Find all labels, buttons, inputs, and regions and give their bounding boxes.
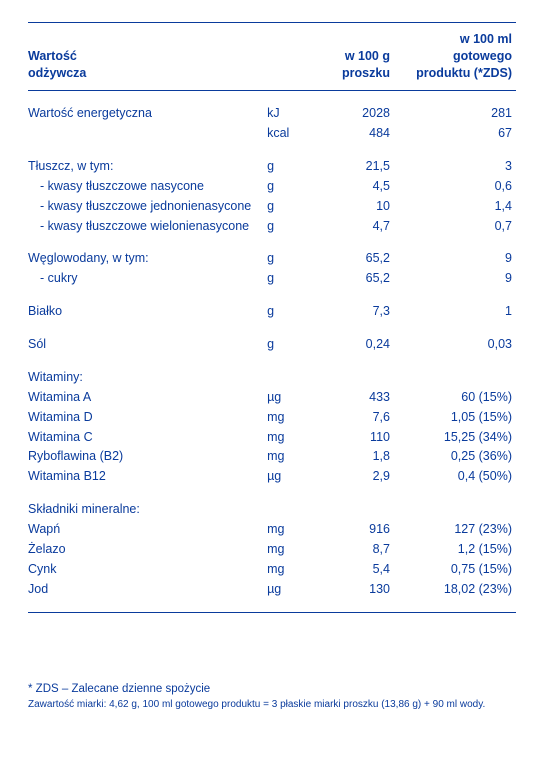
energy-unit-kj: kJ bbox=[267, 104, 316, 124]
energy-kcal-100ml: 67 bbox=[394, 124, 516, 144]
row-iodine: Jod µg 130 18,02 (23%) bbox=[28, 579, 516, 599]
row-min-header: Składniki mineralne: bbox=[28, 500, 516, 520]
header-per-100g: w 100 gproszku bbox=[316, 23, 394, 91]
footnotes: * ZDS – Zalecane dzienne spożycie Zawart… bbox=[28, 683, 516, 710]
energy-kcal-100g: 484 bbox=[316, 124, 394, 144]
row-salt: Sól g 0,24 0,03 bbox=[28, 335, 516, 355]
row-zinc: Cynk mg 5,4 0,75 (15%) bbox=[28, 559, 516, 579]
row-fat-sat: - kwasy tłuszczowe nasycone g 4,5 0,6 bbox=[28, 176, 516, 196]
nutrition-table: Wartośćodżywcza w 100 gproszku w 100 mlg… bbox=[28, 22, 516, 613]
row-carbs: Węglowodany, w tym: g 65,2 9 bbox=[28, 249, 516, 269]
nutrition-table-container: Wartośćodżywcza w 100 gproszku w 100 mlg… bbox=[0, 0, 544, 728]
header-per-100ml: w 100 mlgotowegoproduktu (*ZDS) bbox=[394, 23, 516, 91]
row-iron: Żelazo mg 8,7 1,2 (15%) bbox=[28, 539, 516, 559]
row-energy-kcal: kcal 484 67 bbox=[28, 124, 516, 144]
header-nutrient: Wartośćodżywcza bbox=[28, 23, 316, 91]
row-fat-poly: - kwasy tłuszczowe wielonienasycone g 4,… bbox=[28, 216, 516, 236]
row-fat-mono: - kwasy tłuszczowe jednonienasycone g 10… bbox=[28, 196, 516, 216]
row-vit-c: Witamina C mg 110 15,25 (34%) bbox=[28, 427, 516, 447]
energy-unit-kcal: kcal bbox=[267, 124, 316, 144]
row-vit-b12: Witamina B12 µg 2,9 0,4 (50%) bbox=[28, 467, 516, 487]
energy-kj-100g: 2028 bbox=[316, 104, 394, 124]
header-row: Wartośćodżywcza w 100 gproszku w 100 mlg… bbox=[28, 23, 516, 91]
row-protein: Białko g 7,3 1 bbox=[28, 302, 516, 322]
row-calcium: Wapń mg 916 127 (23%) bbox=[28, 520, 516, 540]
row-sugar: - cukry g 65,2 9 bbox=[28, 269, 516, 289]
row-vit-b2: Ryboflawina (B2) mg 1,8 0,25 (36%) bbox=[28, 447, 516, 467]
row-energy-kj: Wartość energetyczna kJ 2028 281 bbox=[28, 104, 516, 124]
energy-kj-100ml: 281 bbox=[394, 104, 516, 124]
footnote-measure: Zawartość miarki: 4,62 g, 100 ml gotoweg… bbox=[28, 699, 516, 710]
footnote-zds: * ZDS – Zalecane dzienne spożycie bbox=[28, 683, 516, 695]
row-vit-a: Witamina A µg 433 60 (15%) bbox=[28, 387, 516, 407]
row-vit-header: Witaminy: bbox=[28, 367, 516, 387]
row-fat: Tłuszcz, w tym: g 21,5 3 bbox=[28, 156, 516, 176]
energy-label: Wartość energetyczna bbox=[28, 104, 267, 124]
row-vit-d: Witamina D mg 7,6 1,05 (15%) bbox=[28, 407, 516, 427]
